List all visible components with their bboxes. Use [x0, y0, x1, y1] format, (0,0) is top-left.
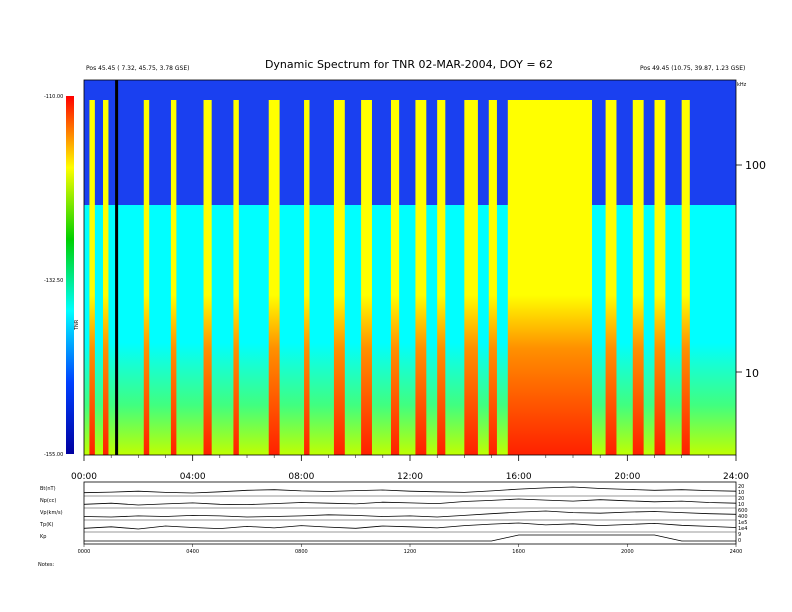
sw-right-tick-1-0: 20 [738, 496, 744, 502]
colorbar-label-bottom: -155.00 [44, 452, 63, 458]
emission-band-4 [203, 100, 212, 455]
emission-band-11 [415, 100, 427, 455]
emission-band-13 [464, 100, 478, 455]
sw-x-tick-label-3: 1200 [404, 549, 417, 555]
sw-label-1: Np(cc) [40, 498, 56, 504]
chart-title: Dynamic Spectrum for TNR 02-MAR-2004, DO… [265, 58, 553, 71]
x-tick-label-0: 00:00 [71, 472, 97, 482]
emission-band-5 [233, 100, 239, 455]
sw-trace-4 [84, 534, 736, 542]
solar-wind-panel [83, 481, 737, 545]
emission-band-3 [170, 100, 177, 455]
sw-right-tick-2-1: 400 [738, 514, 748, 520]
y-tick-label-10: 10 [745, 367, 759, 380]
x-tick-label-3: 12:00 [397, 472, 423, 482]
sw-right-tick-3-0: 1e5 [738, 520, 747, 526]
sw-trace-1 [83, 498, 737, 506]
header-right-position: Pos 49.45 (10.75, 39.87, 1.23 GSE) [640, 65, 745, 72]
emission-band-9 [361, 100, 372, 455]
sw-label-2: Vp(km/s) [40, 510, 63, 516]
x-tick-label-1: 04:00 [180, 472, 206, 482]
x-tick-label-5: 20:00 [614, 472, 640, 482]
x-tick-label-6: 24:00 [723, 472, 749, 482]
emission-band-16 [605, 100, 617, 455]
sw-x-tick-label-6: 2400 [730, 549, 743, 555]
sw-trace-0 [83, 486, 737, 494]
emission-band-8 [333, 100, 345, 455]
sw-label-4: Kp [40, 534, 46, 540]
sw-x-tick-label-4: 1600 [512, 549, 525, 555]
colorbar-label-mid: -132.50 [44, 278, 63, 284]
sw-label-0: Bt(nT) [40, 486, 56, 492]
emission-band-18 [654, 100, 666, 455]
sw-label-3: Tp(K) [39, 522, 53, 528]
spectrogram-lower-band [84, 205, 736, 455]
emission-band-6 [268, 100, 280, 455]
sw-x-tick-label-5: 2000 [621, 549, 634, 555]
sw-right-tick-2-0: 600 [738, 508, 748, 514]
emission-band-12 [437, 100, 446, 455]
colorbar-axis-label: TNR [74, 319, 80, 331]
emission-band-19 [681, 100, 690, 455]
spectrogram-upper-band [84, 80, 736, 205]
sw-x-tick-label-0: 0000 [78, 549, 91, 555]
emission-band-2 [143, 100, 150, 455]
colorbar [66, 96, 74, 454]
sw-x-tick-label-1: 0400 [186, 549, 199, 555]
y-tick-label-100: 100 [745, 159, 766, 172]
sw-right-tick-4-0: 9 [738, 532, 741, 538]
emission-band-10 [390, 100, 400, 455]
emission-band-1 [103, 100, 109, 455]
x-tick-label-4: 16:00 [506, 472, 532, 482]
sw-x-tick-label-2: 0800 [295, 549, 308, 555]
header-left-position: Pos 45.45 ( 7.32, 45.75, 3.78 GSE) [86, 65, 189, 72]
sw-trace-2 [83, 510, 737, 518]
emission-band-7 [304, 100, 310, 455]
footer-notes-label: Notes: [38, 562, 54, 568]
spectrogram [84, 80, 736, 455]
emission-band-14 [488, 100, 497, 455]
emission-band-17 [632, 100, 644, 455]
sw-right-tick-3-1: 1e4 [738, 526, 747, 532]
frequency-unit-label: kHz [737, 82, 747, 88]
sw-right-tick-0-0: 20 [738, 484, 744, 490]
colorbar-label-top: -110.00 [44, 94, 63, 100]
emission-band-0 [89, 100, 95, 455]
sw-right-tick-0-1: 10 [738, 490, 744, 496]
sw-right-tick-4-1: 0 [738, 538, 741, 544]
x-tick-label-2: 08:00 [288, 472, 314, 482]
emission-band-15 [507, 100, 593, 455]
sw-right-tick-1-1: 10 [738, 502, 744, 508]
sw-trace-3 [83, 522, 737, 530]
